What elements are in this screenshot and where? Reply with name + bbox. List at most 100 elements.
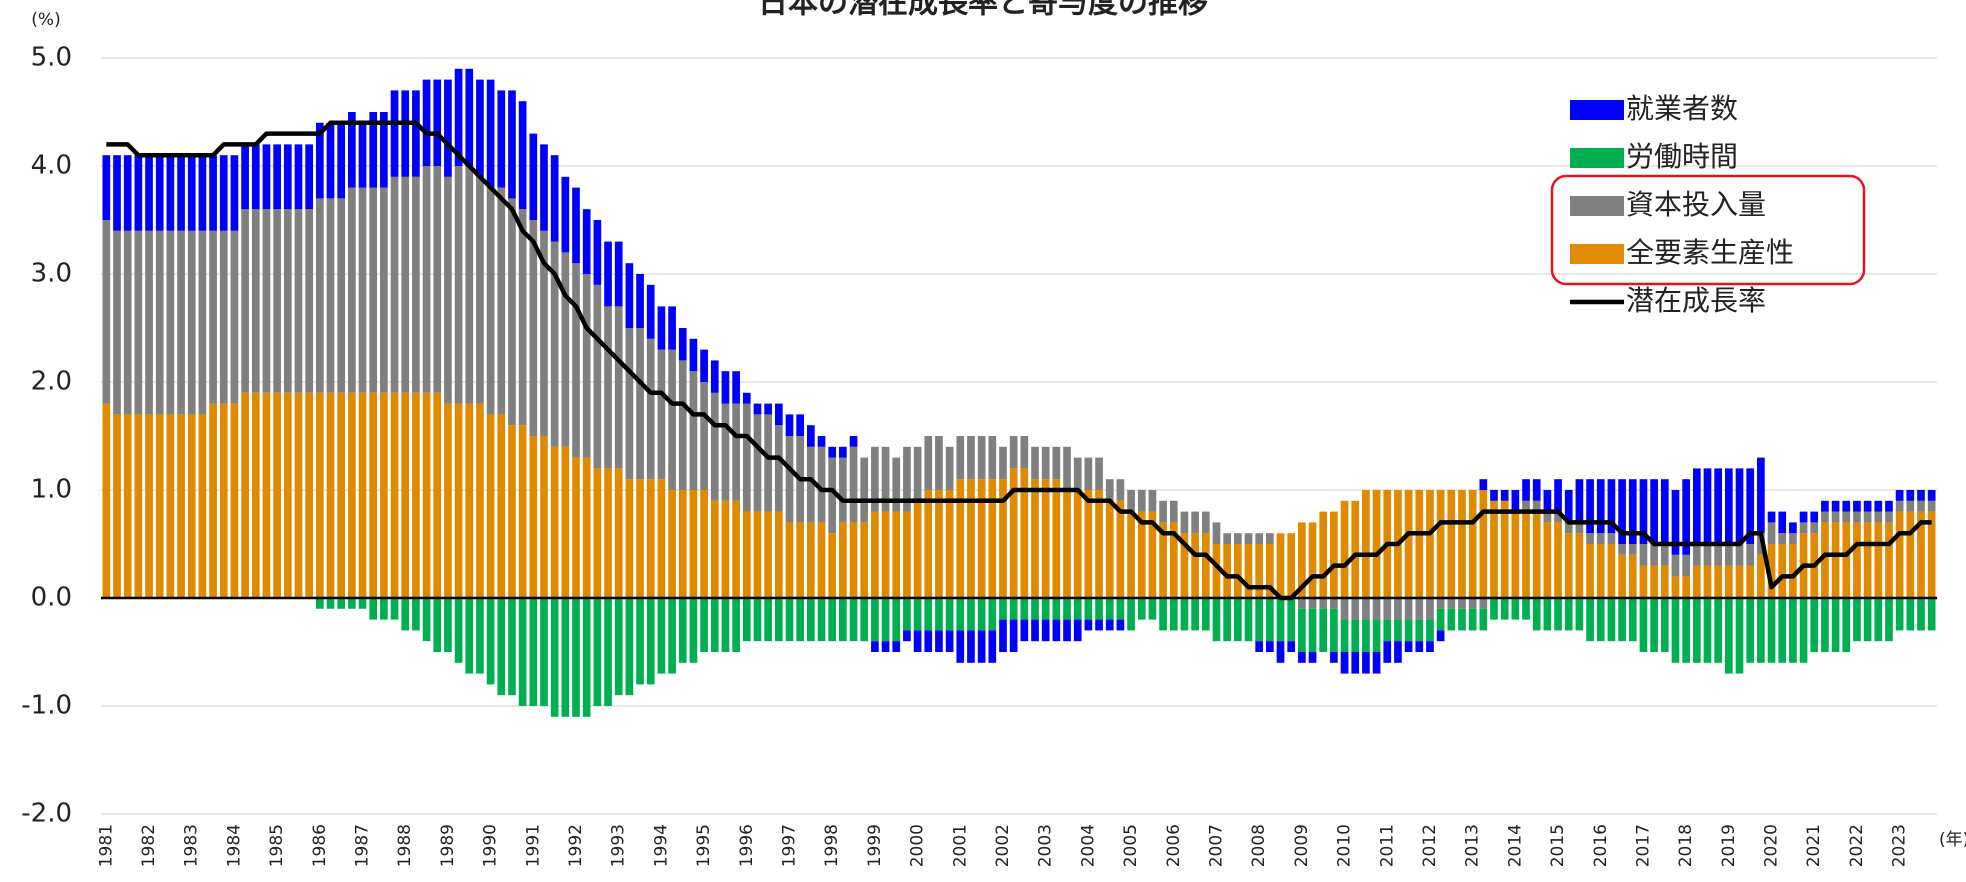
bar-segment bbox=[305, 209, 313, 393]
bar-segment bbox=[1191, 511, 1199, 534]
bar-segment bbox=[945, 446, 954, 490]
bar-segment bbox=[337, 198, 346, 393]
x-unit: (年) bbox=[1939, 830, 1966, 850]
bar-segment bbox=[1180, 533, 1189, 598]
bar-segment bbox=[839, 522, 847, 598]
bar-segment bbox=[1757, 457, 1765, 534]
bar-segment bbox=[1233, 598, 1242, 642]
bar-segment bbox=[1831, 522, 1840, 598]
bar-segment bbox=[1148, 598, 1157, 620]
bar-segment bbox=[625, 263, 634, 328]
bar-segment bbox=[614, 598, 623, 696]
bar-segment bbox=[134, 230, 143, 415]
bar-segment bbox=[369, 392, 378, 598]
bar-segment bbox=[1735, 544, 1744, 566]
bar-segment bbox=[1895, 500, 1904, 512]
bar-segment bbox=[1831, 598, 1840, 652]
bar-segment bbox=[273, 209, 281, 393]
x-tick-label: 2006 bbox=[1164, 824, 1184, 867]
bar-segment bbox=[1255, 598, 1264, 642]
bar-segment bbox=[1650, 544, 1658, 566]
bar-segment bbox=[1596, 533, 1605, 544]
bar-segment bbox=[550, 155, 559, 242]
bar-segment bbox=[1009, 468, 1018, 598]
bar-segment bbox=[433, 598, 442, 652]
bar-segment bbox=[412, 392, 420, 598]
bar-segment bbox=[689, 338, 698, 372]
bar-segment bbox=[1116, 619, 1125, 631]
bar-segment bbox=[614, 306, 623, 469]
bar-segment bbox=[1927, 511, 1936, 598]
bar-segment bbox=[348, 598, 356, 609]
bar-segment bbox=[251, 209, 260, 393]
bar-segment bbox=[315, 392, 324, 598]
bar-segment bbox=[988, 630, 997, 663]
bar-segment bbox=[1874, 500, 1883, 512]
bar-segment bbox=[1415, 619, 1424, 642]
bar-segment bbox=[390, 176, 399, 393]
bar-segment bbox=[1351, 500, 1360, 598]
x-tick-label: 2021 bbox=[1804, 824, 1824, 867]
bar-segment bbox=[1447, 490, 1456, 598]
bar-segment bbox=[924, 630, 933, 652]
bar-segment bbox=[572, 457, 580, 598]
bar-segment bbox=[465, 68, 474, 166]
bar-segment bbox=[1564, 533, 1573, 598]
bar-segment bbox=[1159, 598, 1167, 631]
bar-segment bbox=[102, 403, 111, 598]
bar-segment bbox=[604, 306, 612, 469]
x-tick-label: 1982 bbox=[139, 824, 159, 867]
x-tick-label: 1986 bbox=[310, 824, 330, 867]
bar-segment bbox=[1201, 533, 1210, 598]
bar-segment bbox=[1596, 544, 1605, 598]
bar-segment bbox=[1554, 522, 1562, 598]
bar-segment bbox=[358, 122, 367, 188]
bar-segment bbox=[1351, 619, 1360, 652]
bar-segment bbox=[401, 176, 410, 393]
bar-segment bbox=[1490, 500, 1498, 598]
bar-segment bbox=[689, 490, 698, 598]
bar-segment bbox=[604, 241, 612, 307]
bar-segment bbox=[1500, 490, 1509, 501]
bar-segment bbox=[689, 371, 698, 490]
x-tick-label: 2009 bbox=[1292, 824, 1312, 867]
bar-segment bbox=[369, 112, 378, 188]
bar-segment bbox=[935, 436, 943, 490]
bar-segment bbox=[1233, 533, 1242, 544]
bar-segment bbox=[1821, 500, 1829, 512]
bar-segment bbox=[668, 598, 676, 674]
x-tick-label: 1995 bbox=[694, 824, 714, 867]
chart-title: 日本の潜在成長率と寄与度の推移 bbox=[758, 0, 1208, 21]
bar-segment bbox=[1863, 500, 1872, 512]
bar-segment bbox=[1063, 619, 1071, 642]
bar-segment bbox=[145, 230, 153, 415]
bar-segment bbox=[625, 328, 634, 480]
bar-segment bbox=[1810, 511, 1819, 523]
bar-segment bbox=[1287, 598, 1296, 642]
bar-segment bbox=[828, 533, 837, 598]
x-tick-label: 1987 bbox=[353, 824, 373, 867]
bar-segment bbox=[1511, 490, 1520, 512]
bar-segment bbox=[807, 425, 815, 447]
bar-segment bbox=[1596, 479, 1605, 534]
bar-segment bbox=[614, 241, 623, 307]
bar-segment bbox=[1522, 511, 1530, 598]
bar-segment bbox=[1073, 457, 1082, 490]
bar-segment bbox=[1650, 479, 1658, 544]
bar-segment bbox=[1757, 598, 1765, 663]
bar-segment bbox=[646, 338, 655, 480]
bar-segment bbox=[1618, 554, 1626, 598]
bar-segment bbox=[1148, 490, 1157, 512]
bar-segment bbox=[380, 392, 388, 598]
bar-segment bbox=[337, 598, 346, 609]
bar-segment bbox=[1340, 500, 1349, 598]
legend-swatch bbox=[1570, 148, 1624, 168]
bar-segment bbox=[614, 468, 623, 598]
bar-segment bbox=[913, 446, 922, 501]
bar-segment bbox=[390, 598, 399, 620]
bar-segment bbox=[572, 187, 580, 264]
bar-segment bbox=[1063, 446, 1071, 490]
bar-segment bbox=[1885, 598, 1893, 642]
bar-segment bbox=[1863, 522, 1872, 598]
bar-segment bbox=[1223, 533, 1231, 544]
